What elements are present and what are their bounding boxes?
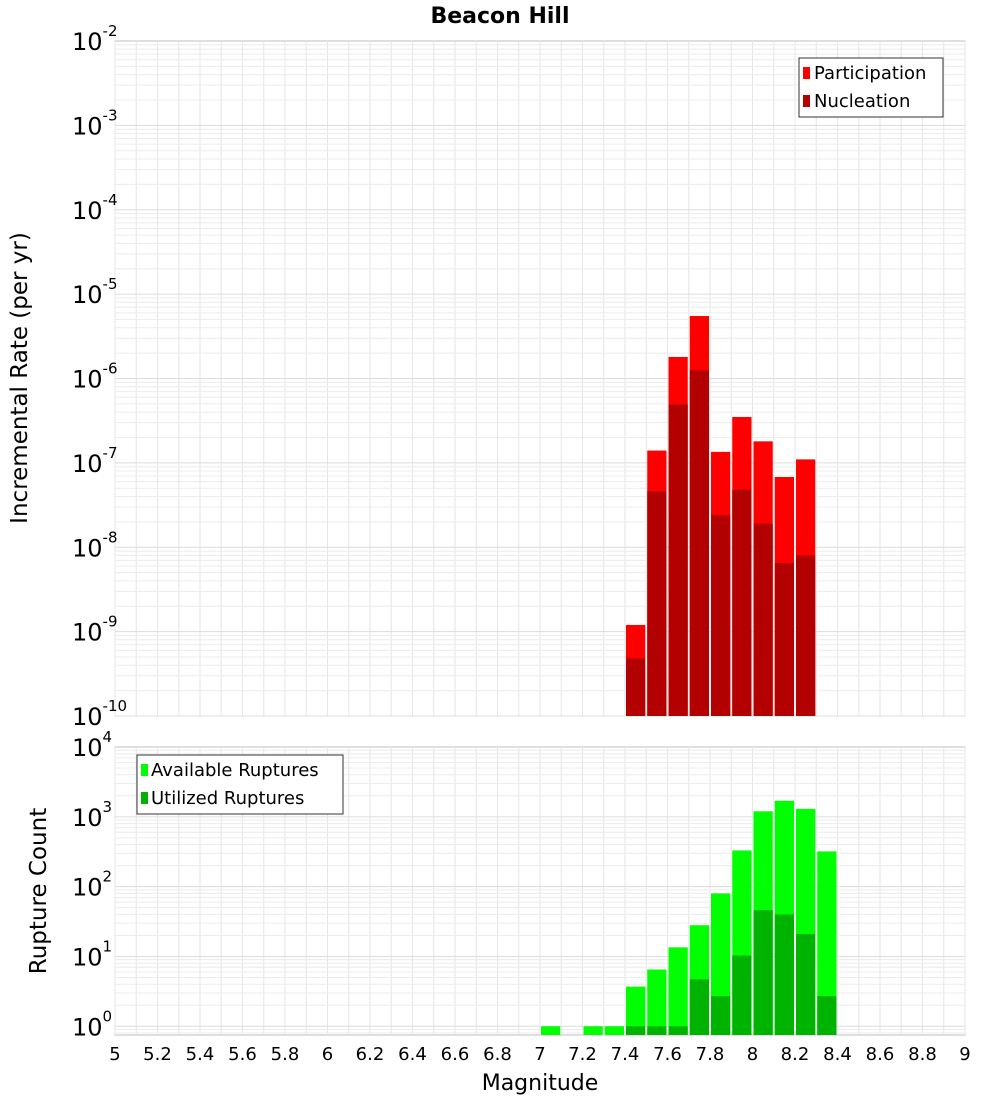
x-tick-label: 5 (109, 1044, 120, 1065)
bar-nucleation (647, 491, 667, 716)
bottom-bars (541, 800, 837, 1035)
x-tick-label: 7.6 (653, 1044, 682, 1065)
y-tick-label: 102 (72, 868, 112, 902)
bottom-legend-box (136, 754, 344, 815)
top-bars (626, 316, 816, 716)
bar-nucleation (711, 515, 731, 716)
bottom-y-axis-label: Rupture Count (26, 808, 52, 974)
chart-title: Beacon Hill (430, 4, 569, 29)
x-tick-label: 5.2 (143, 1044, 172, 1065)
legend-label-available: Available Ruptures (151, 760, 319, 781)
top-legend-box (798, 57, 944, 118)
top-y-axis-label: Incremental Rate (per yr) (7, 232, 33, 524)
x-tick-label: 6 (322, 1044, 333, 1065)
bar-utilized-ruptures (689, 979, 709, 1035)
x-tick-label: 6.6 (441, 1044, 470, 1065)
y-tick-label: 10-5 (72, 275, 118, 309)
x-tick-label: 6.8 (483, 1044, 512, 1065)
bar-available-ruptures (647, 969, 667, 1035)
y-tick-label: 10-10 (72, 697, 127, 731)
x-tick-label: 5.4 (186, 1044, 215, 1065)
y-tick-label: 10-8 (72, 528, 118, 562)
y-tick-label: 10-4 (72, 191, 118, 225)
x-tick-label: 7.4 (611, 1044, 640, 1065)
bar-available-ruptures (626, 986, 646, 1035)
y-tick-label: 10-3 (72, 106, 118, 140)
top-legend: Participation Nucleation (798, 57, 944, 118)
bar-nucleation (732, 489, 752, 716)
y-tick-label: 10-2 (72, 22, 118, 56)
bar-available-ruptures (583, 1026, 603, 1035)
legend-label-utilized: Utilized Ruptures (151, 788, 304, 809)
bar-available-ruptures (541, 1026, 561, 1035)
x-tick-label: 7.2 (568, 1044, 597, 1065)
y-tick-label: 104 (72, 728, 112, 762)
x-tick-label: 8 (747, 1044, 758, 1065)
bar-utilized-ruptures (732, 955, 752, 1035)
top-gridlines (114, 41, 966, 717)
x-tick-label: 6.2 (356, 1044, 385, 1065)
bottom-panel: 100 101 102 103 104 5 5.2 5.4 5.6 5.8 6 6.2 6.4 6.6 6… (26, 728, 971, 1096)
legend-label-nucleation: Nucleation (814, 91, 910, 112)
y-tick-label: 10-6 (72, 360, 118, 394)
bar-utilized-ruptures (626, 1026, 646, 1035)
bar-available-ruptures (604, 1026, 624, 1035)
bar-available-ruptures (817, 851, 837, 1035)
bottom-y-tick-labels: 100 101 102 103 104 (72, 728, 112, 1041)
bar-nucleation (668, 404, 688, 716)
x-tick-label: 6.4 (398, 1044, 427, 1065)
legend-swatch-available (141, 764, 148, 776)
bar-utilized-ruptures (647, 1026, 667, 1035)
top-panel: 10-10 10-9 10-8 10-7 10-6 10-5 10-4 10-3 10-2 In… (7, 22, 966, 731)
bottom-legend: Available Ruptures Utilized Ruptures (136, 754, 344, 815)
x-tick-label: 8.6 (866, 1044, 895, 1065)
x-tick-labels: 5 5.2 5.4 5.6 5.8 6 6.2 6.4 6.6 6.8 7 7.2 7.4 7.6 7.8 8… (109, 1044, 970, 1065)
x-tick-label: 5.6 (228, 1044, 257, 1065)
legend-swatch-nucleation (803, 95, 810, 107)
bar-utilized-ruptures (753, 910, 773, 1035)
y-tick-label: 100 (72, 1007, 112, 1041)
bar-utilized-ruptures (796, 933, 816, 1035)
bar-nucleation (689, 370, 709, 716)
legend-swatch-participation (803, 67, 810, 79)
legend-label-participation: Participation (814, 63, 926, 84)
y-tick-label: 10-9 (72, 613, 118, 647)
x-tick-label: 5.8 (271, 1044, 300, 1065)
bar-utilized-ruptures (774, 914, 794, 1035)
bar-nucleation (626, 658, 646, 716)
bar-utilized-ruptures (817, 996, 837, 1035)
legend-swatch-utilized (141, 792, 148, 804)
bar-nucleation (796, 555, 816, 716)
bar-available-ruptures (668, 947, 688, 1035)
bar-nucleation (774, 563, 794, 716)
x-tick-label: 9 (959, 1044, 970, 1065)
y-tick-label: 103 (72, 798, 112, 832)
x-tick-label: 8.2 (781, 1044, 810, 1065)
x-tick-label: 7.8 (696, 1044, 725, 1065)
y-tick-label: 101 (72, 937, 112, 971)
bar-utilized-ruptures (668, 1026, 688, 1035)
y-tick-label: 10-7 (72, 444, 118, 478)
bar-utilized-ruptures (711, 996, 731, 1035)
bar-nucleation (753, 523, 773, 716)
x-tick-label: 7 (534, 1044, 545, 1065)
x-axis-label: Magnitude (482, 1071, 599, 1096)
x-tick-label: 8.8 (908, 1044, 937, 1065)
x-tick-label: 8.4 (823, 1044, 852, 1065)
